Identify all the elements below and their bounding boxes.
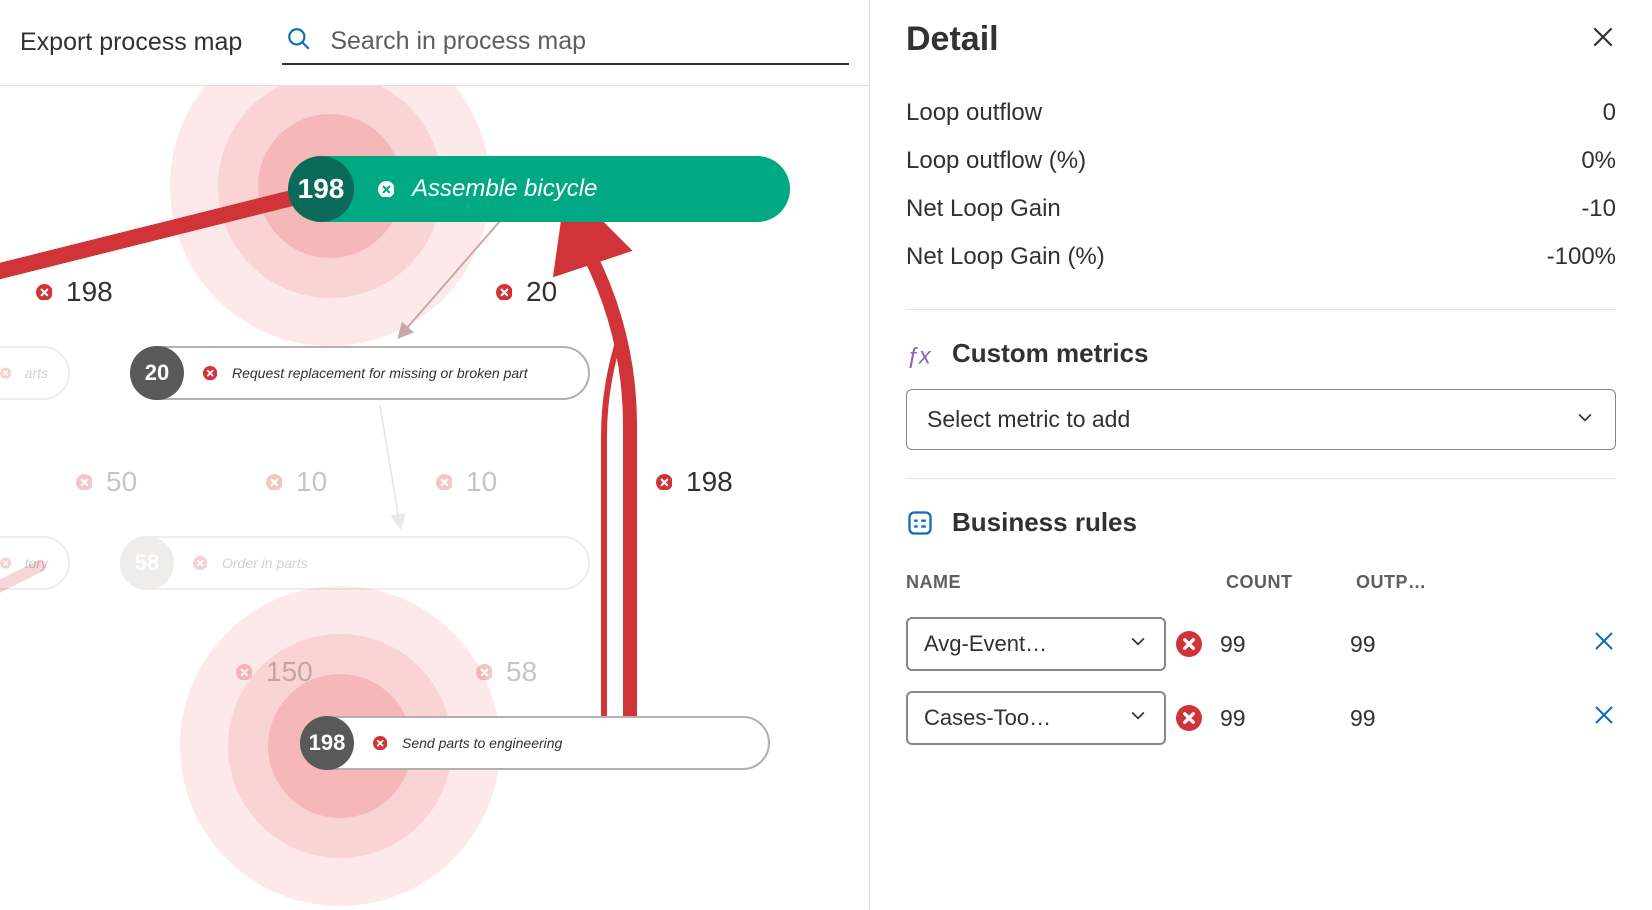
metric-label: Loop outflow: [906, 99, 1042, 127]
node-label: Order in parts: [222, 555, 308, 571]
edge-count-label: 10: [260, 466, 327, 498]
edge-count-label: 20: [490, 276, 557, 308]
delete-rule-button[interactable]: [1592, 629, 1616, 659]
search-input[interactable]: [330, 27, 845, 56]
error-icon: [368, 731, 392, 755]
edge-count-label: 58: [470, 656, 537, 688]
rule-name-value: Avg-Event…: [924, 631, 1047, 657]
error-icon: [198, 361, 222, 385]
select-metric-dropdown[interactable]: Select metric to add: [906, 389, 1616, 450]
rule-name-value: Cases-Too…: [924, 705, 1051, 731]
process-node[interactable]: 198 Assemble bicycle: [290, 156, 790, 222]
process-node[interactable]: 20 Request replacement for missing or bro…: [130, 346, 590, 400]
col-output-header: OUTP…: [1356, 572, 1576, 593]
error-icon: [230, 658, 258, 686]
node-count: 20: [130, 346, 184, 400]
node-count: 58: [120, 536, 174, 590]
node-label: tory: [25, 555, 48, 571]
error-icon: [0, 551, 15, 575]
error-icon: [70, 468, 98, 496]
chevron-down-icon: [1575, 406, 1595, 433]
metric-label: Net Loop Gain: [906, 195, 1061, 223]
node-count: 198: [288, 156, 354, 222]
node-label: arts: [25, 365, 48, 381]
metric-label: Loop outflow (%): [906, 147, 1086, 175]
process-node[interactable]: tory: [0, 536, 70, 590]
error-icon: [430, 468, 458, 496]
search-field[interactable]: [282, 20, 849, 65]
edge-count-label: 150: [230, 656, 313, 688]
svg-text:ƒx: ƒx: [906, 342, 932, 368]
error-icon: [1176, 705, 1202, 731]
rule-name-dropdown[interactable]: Cases-Too…: [906, 691, 1166, 745]
detail-title: Detail: [906, 20, 999, 59]
process-node[interactable]: arts: [0, 346, 70, 400]
error-icon: [30, 278, 58, 306]
error-icon: [470, 658, 498, 686]
rules-icon: [906, 509, 934, 537]
error-icon: [0, 361, 15, 385]
error-icon: [260, 468, 288, 496]
node-label: Request replacement for missing or broke…: [232, 365, 528, 381]
select-metric-placeholder: Select metric to add: [927, 406, 1130, 433]
rule-count: 99: [1220, 705, 1350, 732]
node-label: Assemble bicycle: [412, 175, 597, 203]
process-node[interactable]: 58 Order in parts: [120, 536, 590, 590]
edge-count-label: 10: [430, 466, 497, 498]
node-label: Send parts to engineering: [402, 735, 562, 751]
metric-label: Net Loop Gain (%): [906, 243, 1105, 271]
process-node[interactable]: 198 Send parts to engineering: [300, 716, 770, 770]
edge-count-label: 198: [30, 276, 113, 308]
edge-count-label: 50: [70, 466, 137, 498]
close-icon[interactable]: [1590, 24, 1616, 55]
search-icon: [286, 26, 312, 57]
process-map-canvas[interactable]: 198 Assemble bicycle 20 Request replacement…: [0, 86, 869, 910]
metric-value: 0: [1603, 99, 1616, 127]
delete-rule-button[interactable]: [1592, 703, 1616, 733]
rule-output: 99: [1350, 631, 1592, 658]
rule-count: 99: [1220, 631, 1350, 658]
error-icon: [1176, 631, 1202, 657]
chevron-down-icon: [1128, 631, 1148, 657]
edge-count-label: 198: [650, 466, 733, 498]
col-count-header: COUNT: [1226, 572, 1356, 593]
metric-value: -10: [1581, 195, 1616, 223]
col-name-header: NAME: [906, 572, 1226, 593]
chevron-down-icon: [1128, 705, 1148, 731]
node-count: 198: [300, 716, 354, 770]
fx-icon: ƒx: [906, 340, 934, 368]
rule-output: 99: [1350, 705, 1592, 732]
metric-value: 0%: [1581, 147, 1616, 175]
error-icon: [650, 468, 678, 496]
rule-name-dropdown[interactable]: Avg-Event…: [906, 617, 1166, 671]
metric-value: -100%: [1547, 243, 1616, 271]
business-rules-heading: Business rules: [952, 507, 1137, 538]
error-icon: [490, 278, 518, 306]
error-icon: [372, 175, 400, 203]
custom-metrics-heading: Custom metrics: [952, 338, 1149, 369]
export-process-map[interactable]: Export process map: [20, 28, 242, 57]
error-icon: [188, 551, 212, 575]
